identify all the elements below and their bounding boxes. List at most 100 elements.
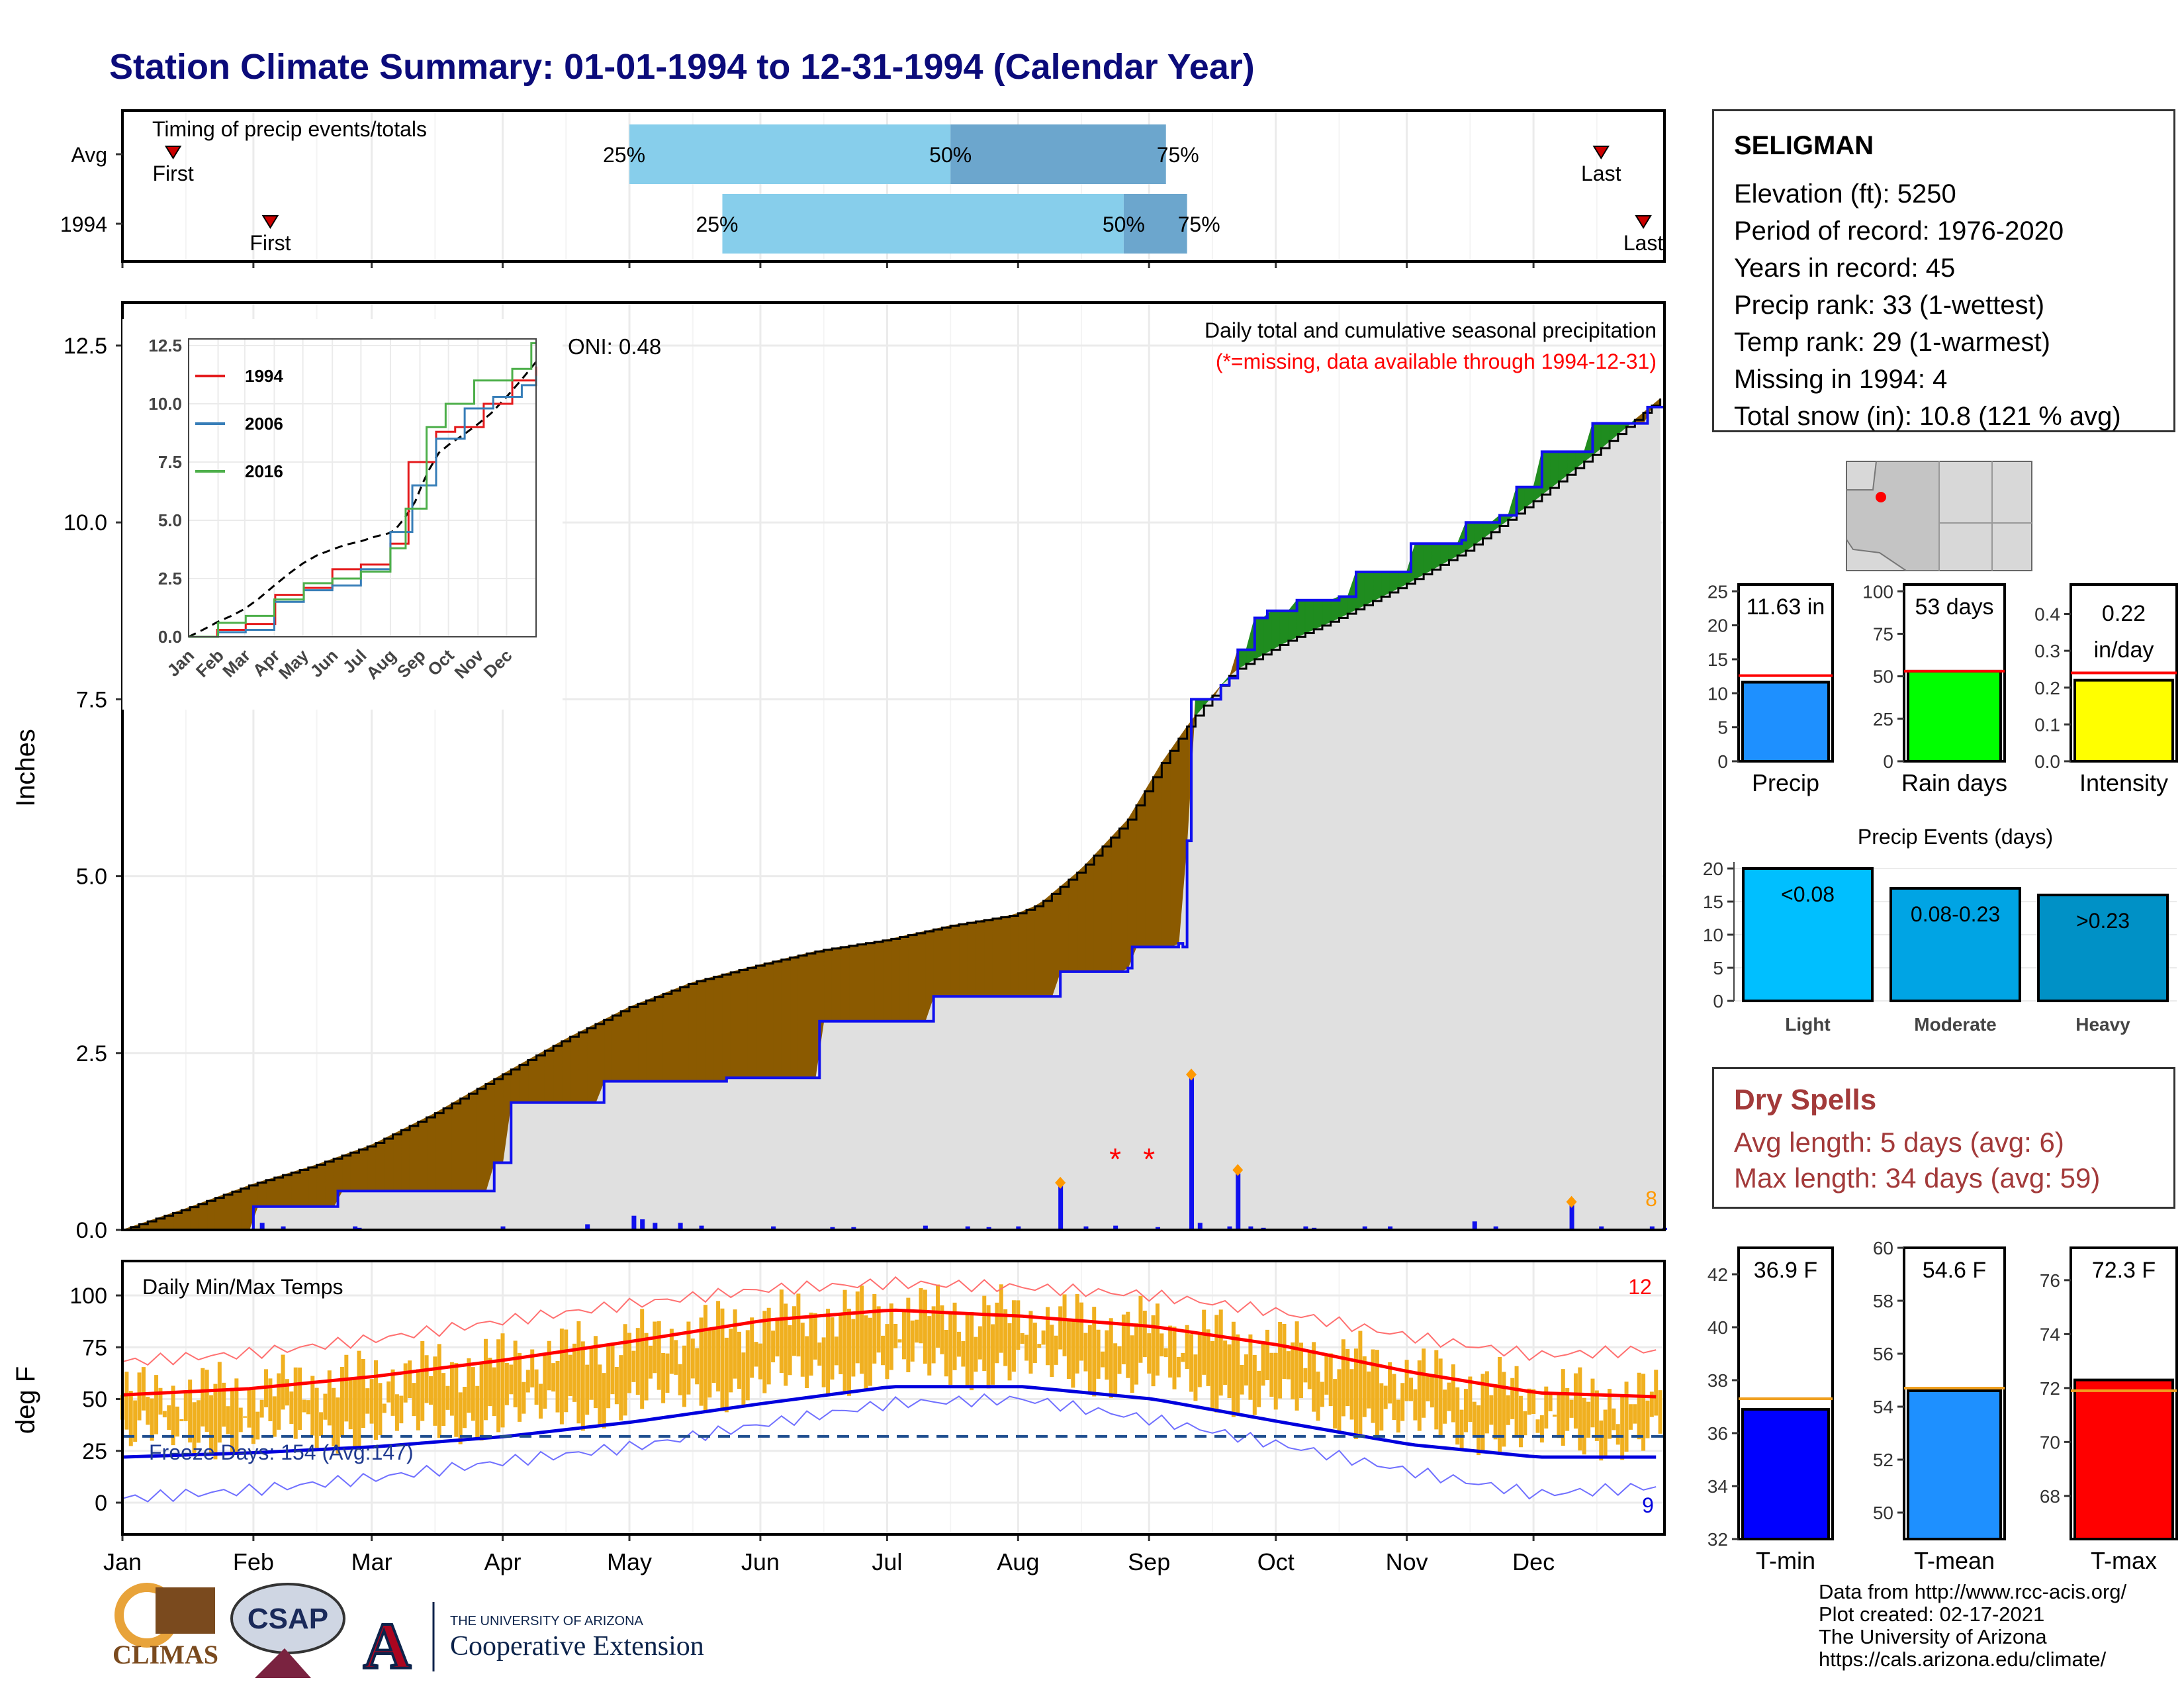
csap-logo: CSAP — [230, 1583, 345, 1678]
inset-y-tick-label: 0.0 — [158, 627, 182, 647]
timing-row-label: Avg — [71, 143, 107, 167]
value-bar — [2073, 1378, 2174, 1541]
y-tick-label: 42 — [1707, 1264, 1728, 1285]
daily-precip-bar — [640, 1219, 645, 1230]
daily-precip-bar — [678, 1223, 683, 1230]
timing-q25-label: 25% — [696, 212, 738, 236]
value-label: 0.22 — [2102, 601, 2146, 626]
y-tick-label: 60 — [1873, 1238, 1893, 1258]
x-tick-label: Sep — [1128, 1548, 1170, 1575]
average-min-line — [122, 1385, 1657, 1459]
y-tick-label: 100 — [69, 1284, 107, 1309]
daily-precip-bar — [1113, 1225, 1118, 1230]
y-tick-label: 70 — [2040, 1432, 2060, 1452]
value-label: 72.3 F — [2092, 1258, 2156, 1283]
y-tick-label: 36 — [1707, 1423, 1728, 1444]
events-bin-label: 0.08-0.23 — [1911, 902, 2000, 926]
temps-title: Daily Min/Max Temps — [142, 1275, 343, 1299]
daily-precip-bar — [1016, 1226, 1021, 1230]
y-tick-label: 0.1 — [2034, 714, 2060, 735]
y-tick-label: 0 — [1883, 751, 1893, 772]
daily-precip-bar — [1599, 1226, 1604, 1230]
x-tick-label: Feb — [233, 1548, 274, 1575]
precip-ylabel: Inches — [11, 729, 40, 807]
last-marker — [1592, 146, 1610, 160]
y-tick-label: 10 — [1707, 683, 1728, 704]
station-dot — [1876, 492, 1886, 502]
y-tick-label: 50 — [1873, 1503, 1893, 1523]
precip-subtitle: (*=missing, data available through 1994-… — [1216, 350, 1657, 373]
station-snow: Total snow (in): 10.8 (121 % avg) — [1734, 402, 2121, 431]
daily-precip-bar — [923, 1225, 928, 1230]
value-bar — [2073, 679, 2174, 763]
value-bar — [1907, 669, 2002, 763]
x-tick-label: Jan — [103, 1548, 142, 1575]
precip-corner-count: 8 — [1645, 1187, 1657, 1211]
inset-y-tick-label: 7.5 — [158, 452, 182, 472]
timing-row-label: 1994 — [60, 212, 107, 236]
daily-precip-bar — [1197, 1223, 1203, 1230]
y-tick-label: 0 — [1713, 991, 1723, 1011]
daily-record-marker — [1055, 1176, 1066, 1189]
first-label: First — [153, 162, 194, 185]
y-tick-label: 58 — [1873, 1291, 1893, 1311]
timing-bar-25-50 — [722, 194, 1124, 254]
x-tick-label: May — [607, 1548, 652, 1575]
value-label: 53 days — [1915, 594, 1993, 620]
dry-spells-max: Max length: 34 days (avg: 59) — [1734, 1162, 2101, 1194]
y-tick-label: 5.0 — [76, 865, 107, 890]
totals-panels: 0 5 10 15 20 25 11.63 in Precip 0 25 50 75 100 53 day… — [1707, 581, 2178, 796]
y-tick-label: 0.0 — [2034, 751, 2060, 772]
y-tick-label: 10.0 — [64, 510, 107, 536]
climas-logo-text: CLIMAS — [113, 1640, 218, 1669]
y-tick-label: 52 — [1873, 1450, 1893, 1470]
y-tick-label: 74 — [2040, 1324, 2060, 1344]
oni-annotation: ONI: 0.48 — [568, 334, 661, 359]
daily-record-marker — [1566, 1196, 1577, 1208]
page-title: Station Climate Summary: 01-01-1994 to 1… — [109, 47, 1255, 87]
y-tick-label: 32 — [1707, 1529, 1728, 1550]
y-tick-label: 15 — [1703, 892, 1723, 912]
credits: Data from http://www.rcc-acis.org/ Plot … — [1819, 1581, 2126, 1671]
x-tick-label: Mar — [351, 1548, 392, 1575]
panel-label: T-mean — [1914, 1547, 1995, 1574]
y-tick-label: 5 — [1717, 718, 1728, 738]
daily-precip-bar — [1649, 1226, 1655, 1230]
daily-precip-bar — [1388, 1226, 1393, 1230]
precip-title: Daily total and cumulative seasonal prec… — [1205, 318, 1657, 342]
daily-precip-bar — [1189, 1078, 1195, 1230]
events-category-label: Heavy — [2075, 1014, 2130, 1035]
events-bar — [1742, 867, 1874, 1002]
y-tick-label: 76 — [2040, 1270, 2060, 1291]
csap-logo-text: CSAP — [248, 1603, 328, 1635]
average-cumulative-line — [122, 399, 1662, 1231]
timing-bar-25-50 — [629, 124, 951, 184]
y-tick-label: 12.5 — [64, 334, 107, 359]
daily-precip-bar — [1227, 1226, 1232, 1230]
daily-precip-bar — [1569, 1205, 1574, 1230]
station-years: Years in record: 45 — [1734, 254, 1956, 283]
timing-frame — [121, 109, 1666, 263]
station-precip-rank: Precip rank: 33 (1-wettest) — [1734, 291, 2045, 320]
daily-precip-bar — [1155, 1227, 1160, 1230]
credit-data-source: Data from http://www.rcc-acis.org/ — [1819, 1580, 2127, 1603]
freeze-days-label: Freeze Days: 154 (Avg:147) — [149, 1440, 414, 1464]
missing-marker: * — [1143, 1142, 1155, 1176]
daily-precip-bar — [1083, 1226, 1089, 1230]
precip-frame — [121, 301, 1666, 1231]
daily-precip-bar — [653, 1223, 658, 1230]
daily-precip-bar — [1472, 1221, 1477, 1230]
inset-panel: JanFebMarAprMayJunJulAugSepOctNovDec0.02… — [122, 319, 563, 710]
value-label: 11.63 in — [1747, 594, 1825, 620]
credit-university: The University of Arizona — [1819, 1625, 2047, 1648]
timing-title: Timing of precip events/totals — [152, 117, 427, 141]
inset-y-tick-label: 2.5 — [158, 569, 182, 588]
timing-bar-50-75 — [1123, 194, 1187, 254]
daily-precip-bar — [851, 1227, 856, 1230]
daily-record-marker — [1232, 1164, 1244, 1176]
record-high-count: 12 — [1628, 1275, 1652, 1299]
daily-precip-bar — [281, 1226, 286, 1230]
y-tick-label: 34 — [1707, 1476, 1728, 1497]
events-bin-label: >0.23 — [2076, 909, 2130, 933]
